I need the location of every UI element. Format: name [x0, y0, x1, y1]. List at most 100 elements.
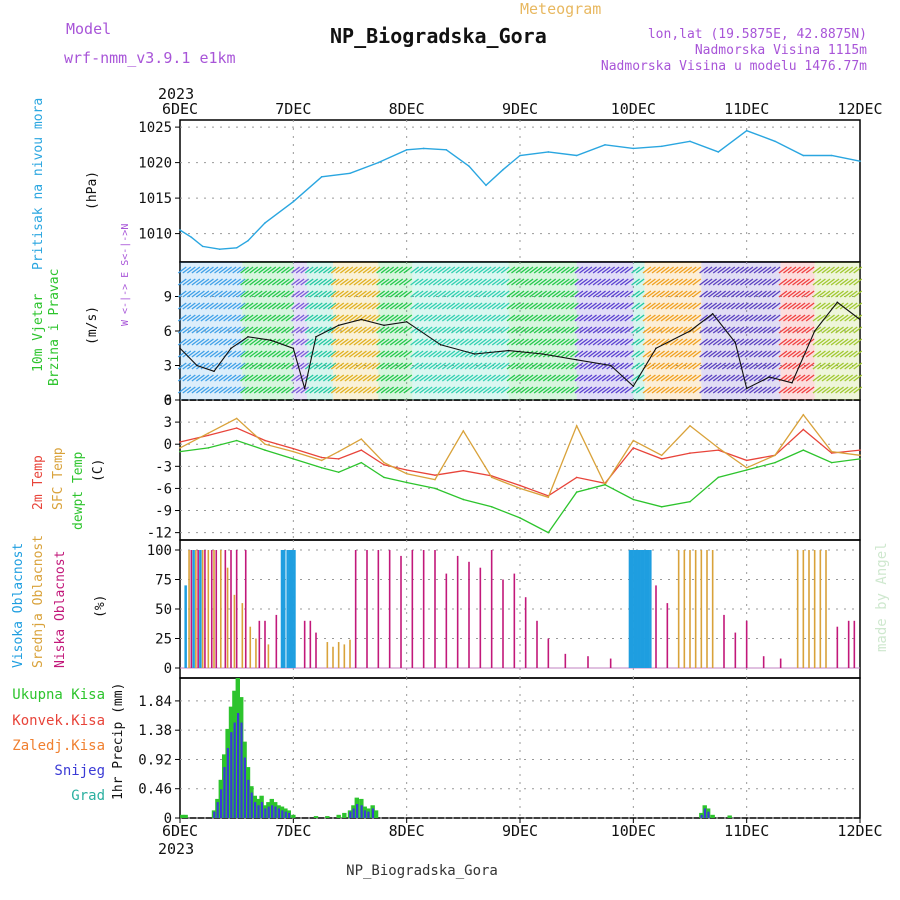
ytick-label-wind: 9	[164, 290, 172, 306]
wind-barb	[385, 290, 395, 298]
wind-barb	[735, 362, 745, 370]
wind-barb	[524, 314, 534, 322]
wind-barb	[669, 290, 679, 298]
wind-barb	[267, 350, 277, 358]
wind-barb	[253, 350, 263, 358]
wind-barb	[419, 314, 429, 322]
wind-barb	[318, 278, 328, 286]
wind-barb	[451, 278, 460, 286]
wind-barb	[385, 278, 395, 286]
wind-barb	[533, 374, 543, 382]
wind-barb	[441, 326, 451, 334]
wind-barb	[805, 290, 815, 298]
wind-barb	[500, 290, 510, 298]
wind-barb	[362, 362, 372, 370]
wind-barb	[330, 374, 340, 382]
wind-barb	[353, 374, 363, 382]
wind-speed-line-point	[575, 358, 578, 361]
wind-barb	[787, 278, 797, 286]
wind-barb	[533, 290, 543, 298]
wind-barb	[669, 314, 679, 322]
dewpt-line-point	[774, 461, 776, 464]
wind-barb	[771, 338, 781, 346]
dewpt-line-point	[337, 471, 340, 474]
wind-barb	[506, 326, 516, 334]
ytick-label-pressure: 1015	[138, 191, 172, 207]
wind-barb	[542, 290, 552, 298]
wind-barb	[792, 266, 801, 274]
wind-barb	[708, 290, 718, 298]
wind-barb	[367, 278, 376, 286]
precip-snow-bar	[367, 811, 370, 818]
wind-barb	[826, 386, 835, 394]
wind-barb	[631, 338, 640, 346]
wind-barb	[642, 350, 652, 358]
precip-total-bar	[710, 814, 715, 818]
temp2m-line-point	[320, 456, 323, 459]
wind-speed-line-point	[196, 364, 198, 367]
wind-barb	[853, 290, 863, 298]
wind-barb	[565, 314, 575, 322]
sfc-temp-line-point	[235, 417, 238, 420]
wind-barb	[506, 266, 516, 274]
wind-barb	[339, 374, 349, 382]
sfc-temp-line-point	[383, 461, 385, 464]
wind-barb	[660, 386, 670, 394]
wind-barb	[196, 302, 205, 310]
wind-barb	[606, 374, 616, 382]
wind-barb	[285, 386, 295, 394]
wind-barb	[826, 350, 835, 358]
wind-barb	[177, 314, 187, 322]
wind-barb	[330, 326, 340, 334]
time-label-top: 12DEC	[837, 100, 882, 118]
wind-barb	[262, 374, 272, 382]
wind-barb	[240, 350, 249, 358]
wind-barb	[464, 374, 474, 382]
wind-speed-line-point	[689, 330, 691, 332]
wind-barb	[482, 326, 492, 334]
wind-barb	[844, 350, 854, 358]
wind-barb	[371, 314, 381, 322]
wind-barb	[817, 314, 826, 322]
wind-barb	[631, 362, 640, 370]
wind-barb	[551, 374, 561, 382]
wind-barb	[191, 278, 201, 286]
wind-barb	[821, 338, 831, 346]
wind-barb	[853, 362, 863, 370]
wind-barb	[223, 314, 232, 322]
wind-barb	[615, 314, 625, 322]
temp2m-line-point	[632, 447, 635, 449]
cloud-high-label: Visoka Oblacnost	[11, 543, 26, 668]
wind-barb	[762, 302, 772, 310]
wind-barb	[687, 374, 697, 382]
wind-barb	[601, 326, 611, 334]
precip-legend: Ukupna Kisa Konvek.Kisa Zaledj.Kisa Snij…	[12, 683, 126, 804]
wind-barb	[778, 350, 788, 358]
wind-barb	[271, 362, 281, 370]
wind-barb	[735, 266, 745, 274]
wind-barb	[244, 338, 254, 346]
wind-barb	[735, 338, 745, 346]
wind-barb	[610, 302, 620, 310]
wind-barb	[712, 302, 722, 310]
wind-barb	[441, 362, 451, 370]
wind-barb	[817, 266, 826, 274]
wind-barb	[665, 278, 674, 286]
wind-barb	[801, 278, 810, 286]
wind-barb	[244, 350, 254, 358]
wind-barb	[469, 278, 478, 286]
wind-barb	[762, 278, 772, 286]
wind-barb	[403, 350, 413, 358]
dewpt-line-point	[264, 449, 266, 451]
wind-barb	[441, 266, 451, 274]
wind-barb	[529, 374, 538, 382]
wind-barb	[730, 374, 740, 382]
wind-barb	[291, 314, 300, 322]
wind-barb	[196, 314, 205, 322]
wind-barb	[574, 278, 584, 286]
wind-barb	[410, 302, 419, 310]
wind-barb	[699, 326, 708, 334]
wind-barb	[432, 386, 442, 394]
wind-barb	[574, 362, 584, 370]
wind-barb	[520, 338, 529, 346]
